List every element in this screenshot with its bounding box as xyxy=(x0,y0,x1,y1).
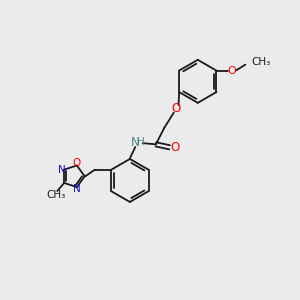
Text: O: O xyxy=(73,158,81,168)
Text: O: O xyxy=(170,141,179,154)
Text: N: N xyxy=(73,184,81,194)
Text: O: O xyxy=(228,66,236,76)
Text: N: N xyxy=(131,136,140,149)
Text: CH₃: CH₃ xyxy=(251,57,271,67)
Text: N: N xyxy=(58,165,66,175)
Text: CH₃: CH₃ xyxy=(46,190,65,200)
Text: H: H xyxy=(137,137,145,147)
Text: O: O xyxy=(172,102,181,115)
